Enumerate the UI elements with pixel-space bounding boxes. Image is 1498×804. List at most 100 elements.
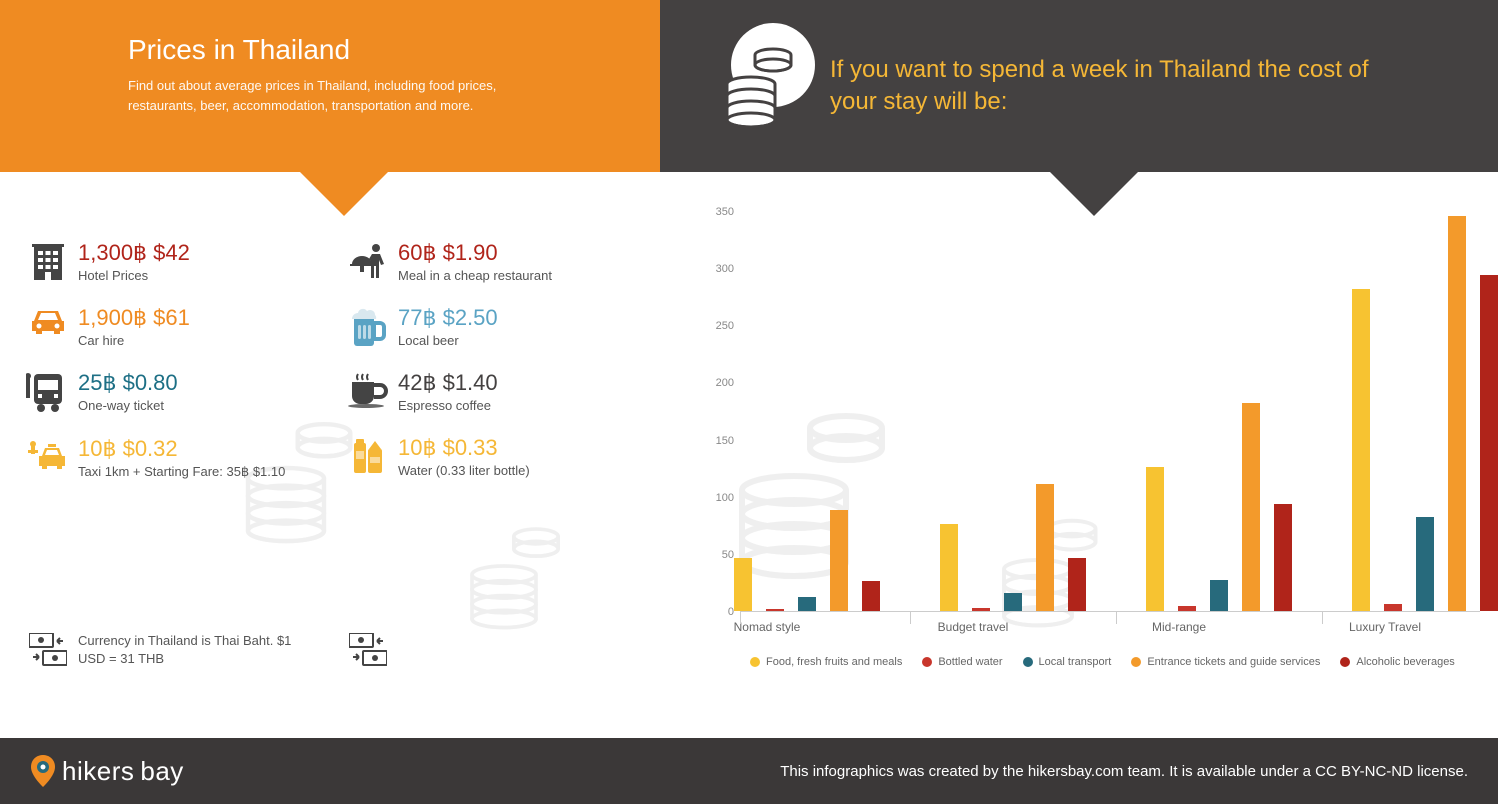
chart-bar <box>734 558 752 611</box>
chart-bar <box>1242 403 1260 611</box>
chart-bar <box>1352 289 1370 611</box>
money-exchange-icon <box>18 633 78 667</box>
cost-chart: 050100150200250300350 Food, fresh fruits… <box>700 212 1480 672</box>
legend-swatch <box>750 657 760 667</box>
price-value: 77฿ $2.50 <box>398 305 658 331</box>
header-right: If you want to spend a week in Thailand … <box>660 0 1498 172</box>
chart-bar <box>862 581 880 611</box>
chart-category-label: Nomad style <box>684 620 850 634</box>
legend-label: Bottled water <box>938 656 1002 668</box>
legend-label: Local transport <box>1039 656 1112 668</box>
price-value: 42฿ $1.40 <box>398 370 658 396</box>
page-subtitle: Find out about average prices in Thailan… <box>128 76 568 115</box>
chart-bar <box>1178 606 1196 611</box>
logo-text-2: bay <box>140 756 183 787</box>
price-label: Meal in a cheap restaurant <box>398 268 658 283</box>
chart-bar <box>972 608 990 611</box>
chart-bar <box>940 524 958 611</box>
hotel-icon <box>18 240 78 282</box>
chart-ytick: 0 <box>700 606 734 618</box>
price-label: Espresso coffee <box>398 398 658 413</box>
chart-bar <box>1036 484 1054 611</box>
chart-bar <box>1448 216 1466 611</box>
price-item: 42฿ $1.40 Espresso coffee <box>338 370 658 413</box>
logo-text-1: hikers <box>62 756 134 787</box>
main: 1,300฿ $42 Hotel Prices 1,900฿ $61 Car h… <box>0 172 1498 738</box>
legend-label: Entrance tickets and guide services <box>1147 656 1320 668</box>
logo-pin-icon <box>30 755 56 787</box>
legend-label: Food, fresh fruits and meals <box>766 656 902 668</box>
chart-category-label: Budget travel <box>890 620 1056 634</box>
page-title: Prices in Thailand <box>128 34 620 66</box>
chart-category-label: Luxury Travel <box>1302 620 1468 634</box>
price-value: 1,300฿ $42 <box>78 240 338 266</box>
chart-bar <box>1068 558 1086 611</box>
water-icon <box>338 435 398 477</box>
legend-swatch <box>922 657 932 667</box>
price-item: 10฿ $0.32 Taxi 1km + Starting Fare: 35฿ … <box>18 436 338 480</box>
currency-text: Currency in Thailand is Thai Baht. $1 US… <box>78 632 298 668</box>
price-label: Car hire <box>78 333 338 348</box>
price-item: 1,900฿ $61 Car hire <box>18 305 338 348</box>
legend-label: Alcoholic beverages <box>1356 656 1454 668</box>
chart-category-label: Mid-range <box>1096 620 1262 634</box>
price-item: 60฿ $1.90 Meal in a cheap restaurant <box>338 240 658 283</box>
chart-legend: Food, fresh fruits and meals Bottled wate… <box>750 656 1455 668</box>
chart-bar <box>1210 580 1228 611</box>
legend-item: Food, fresh fruits and meals <box>750 656 902 668</box>
chart-bar <box>766 609 784 611</box>
money-exchange-icon <box>338 633 398 667</box>
price-label: Hotel Prices <box>78 268 338 283</box>
price-item: 1,300฿ $42 Hotel Prices <box>18 240 338 283</box>
header-left: Prices in Thailand Find out about averag… <box>0 0 660 172</box>
price-label: Water (0.33 liter bottle) <box>398 463 658 478</box>
price-value: 10฿ $0.33 <box>398 435 658 461</box>
legend-item: Entrance tickets and guide services <box>1131 656 1320 668</box>
chart-bar <box>1384 604 1402 611</box>
price-label: One-way ticket <box>78 398 338 413</box>
chart-bar <box>1004 593 1022 611</box>
price-label: Local beer <box>398 333 658 348</box>
chart-bar <box>1274 504 1292 611</box>
taxi-icon <box>18 436 78 474</box>
price-value: 25฿ $0.80 <box>78 370 338 396</box>
chart-cat-sep <box>740 612 741 624</box>
price-item: 77฿ $2.50 Local beer <box>338 305 658 348</box>
chart-ytick: 350 <box>700 206 734 218</box>
beer-icon <box>338 305 398 347</box>
price-value: 1,900฿ $61 <box>78 305 338 331</box>
logo: hikersbay <box>30 755 184 787</box>
coins-hero-icon <box>690 21 830 151</box>
header-headline: If you want to spend a week in Thailand … <box>830 54 1390 119</box>
chart-bar <box>830 510 848 611</box>
chart-ytick: 150 <box>700 435 734 447</box>
legend-item: Bottled water <box>922 656 1002 668</box>
currency-note: Currency in Thailand is Thai Baht. $1 US… <box>18 632 658 668</box>
footer: hikersbay This infographics was created … <box>0 738 1498 804</box>
bus-icon <box>18 370 78 414</box>
header: Prices in Thailand Find out about averag… <box>0 0 1498 172</box>
chart-bar <box>1480 275 1498 611</box>
price-value: 10฿ $0.32 <box>78 436 338 462</box>
price-columns: 1,300฿ $42 Hotel Prices 1,900฿ $61 Car h… <box>18 240 658 502</box>
chart-ytick: 100 <box>700 492 734 504</box>
chart-ytick: 300 <box>700 263 734 275</box>
legend-item: Local transport <box>1023 656 1112 668</box>
footer-credit: This infographics was created by the hik… <box>780 763 1468 780</box>
chart-plot: 050100150200250300350 <box>740 212 1480 612</box>
chart-ytick: 50 <box>700 549 734 561</box>
price-item: 10฿ $0.33 Water (0.33 liter bottle) <box>338 435 658 478</box>
legend-swatch <box>1340 657 1350 667</box>
chart-bar <box>1416 517 1434 611</box>
waiter-icon <box>338 240 398 282</box>
chart-ytick: 200 <box>700 377 734 389</box>
car-icon <box>18 305 78 339</box>
price-col-right: 60฿ $1.90 Meal in a cheap restaurant 77฿… <box>338 240 658 502</box>
price-item: 25฿ $0.80 One-way ticket <box>18 370 338 414</box>
coffee-icon <box>338 370 398 408</box>
price-value: 60฿ $1.90 <box>398 240 658 266</box>
legend-swatch <box>1131 657 1141 667</box>
chart-bar <box>1146 467 1164 611</box>
chart-bar <box>798 597 816 611</box>
chart-ytick: 250 <box>700 320 734 332</box>
